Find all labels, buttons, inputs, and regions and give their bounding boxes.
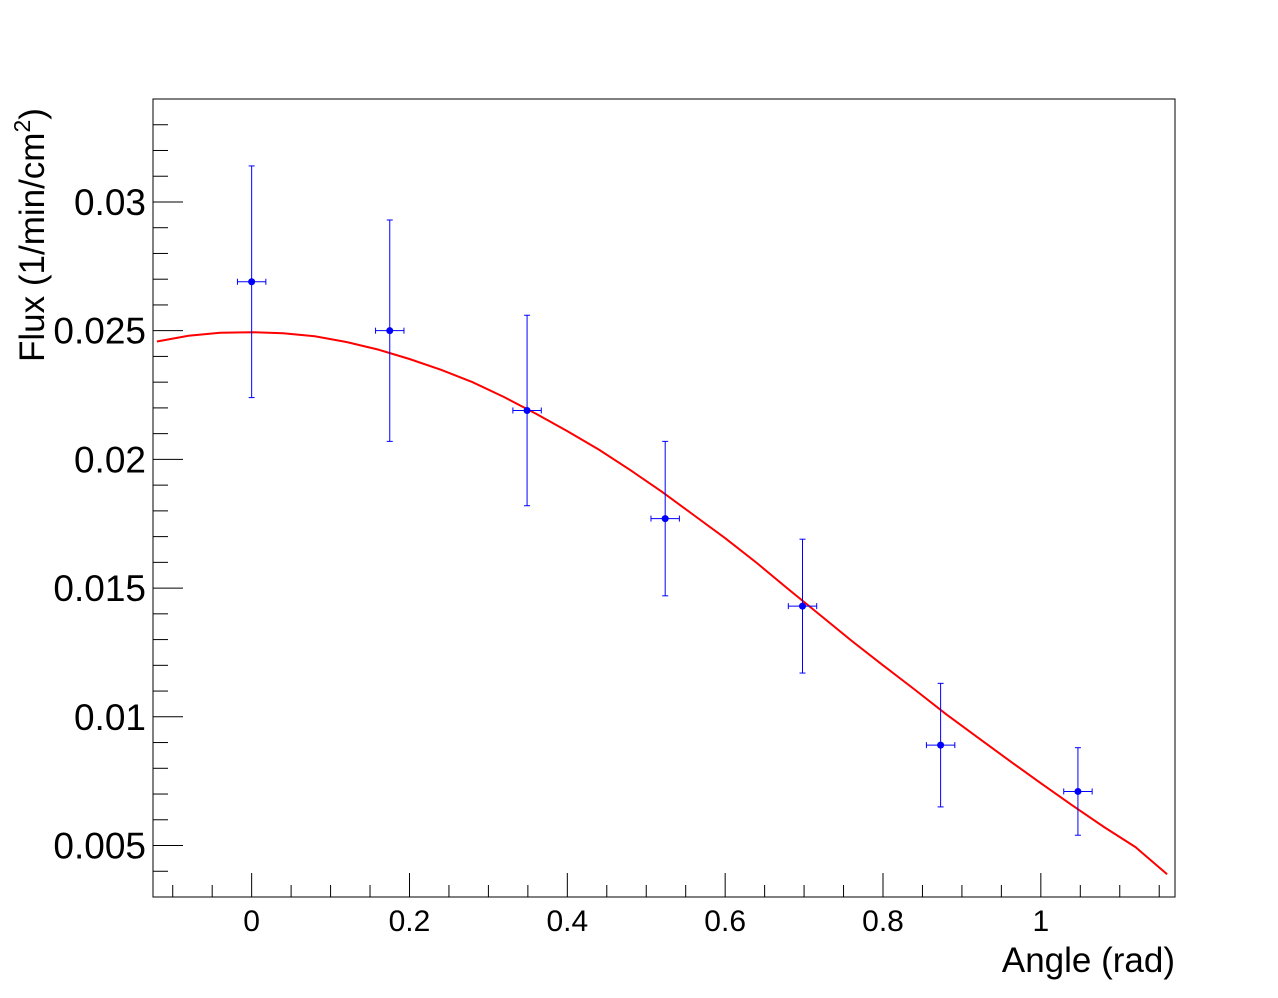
plot-frame xyxy=(152,98,1176,898)
data-point-marker xyxy=(523,406,531,414)
y-tick-label: 0.02 xyxy=(74,439,146,480)
fit-curve-line xyxy=(156,331,1168,876)
y-axis-title: Flux (1/min/cm2) xyxy=(9,108,52,362)
y-tick-label: 0.015 xyxy=(53,568,146,609)
y-axis-title-main: Flux (1/min/cm xyxy=(13,133,52,362)
data-point xyxy=(236,165,267,399)
y-tick-label: 0.01 xyxy=(74,697,146,738)
y-tick-label: 0.025 xyxy=(53,311,146,352)
data-point xyxy=(512,314,542,507)
x-axis-title: Angle (rad) xyxy=(1002,941,1175,980)
data-point-marker xyxy=(386,327,394,335)
data-point xyxy=(1063,747,1093,836)
y-tick-label: 0.03 xyxy=(74,182,146,223)
data-point xyxy=(650,440,680,597)
data-point-marker xyxy=(248,278,256,286)
data-point xyxy=(375,219,405,442)
y-tick-label: 0.005 xyxy=(53,826,146,867)
axes: 0 0.2 0.4 0.6 0.8 1 0.005 0.01 0.015 0.02 0.025 0.0… xyxy=(53,124,1160,938)
x-tick-label: 0.8 xyxy=(862,905,904,938)
data-point-marker xyxy=(799,602,807,610)
data-point-marker xyxy=(1074,787,1082,795)
y-axis-title-superscript: 2 xyxy=(9,120,35,133)
data-point xyxy=(787,538,818,674)
data-point-marker xyxy=(937,741,945,749)
data-point-marker xyxy=(661,515,669,523)
y-axis-title-close: ) xyxy=(13,108,52,120)
data-points-group xyxy=(236,165,1093,836)
data-point xyxy=(925,682,956,808)
x-tick-label: 0.2 xyxy=(389,905,431,938)
x-tick-label: 0 xyxy=(243,905,260,938)
fit-curve-group xyxy=(156,331,1168,876)
x-tick-label: 0.4 xyxy=(546,905,588,938)
x-tick-label: 0.6 xyxy=(704,905,746,938)
x-tick-label: 1 xyxy=(1032,905,1049,938)
